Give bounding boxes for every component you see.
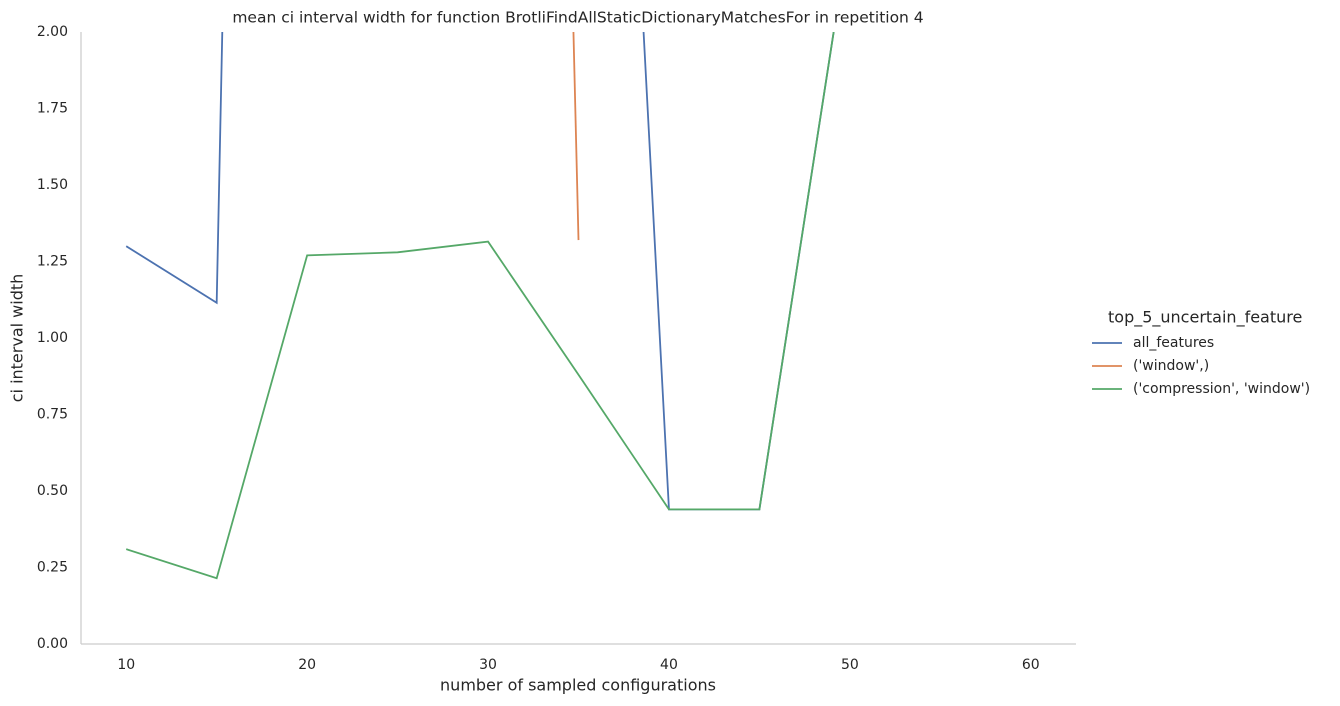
series-line [125,32,835,511]
legend-label: ('window',) [1133,358,1209,374]
y-axis-label: ci interval width [8,274,27,403]
y-tick-label: 1.50 [37,177,68,193]
y-tick-label: 1.75 [37,101,68,117]
series-line [125,32,835,580]
y-tick-label: 2.00 [37,24,68,40]
legend-label: all_features [1133,335,1214,351]
x-tick-label: 30 [479,657,497,673]
x-tick-label: 20 [298,657,316,673]
legend-label: ('compression', 'window') [1133,381,1310,397]
y-tick-label: 0.50 [37,483,68,499]
x-tick-label: 10 [117,657,135,673]
plot-area [125,32,835,580]
y-tick-label: 0.25 [37,560,68,576]
y-tick-label: 1.00 [37,330,68,346]
chart-title: mean ci interval width for function Brot… [232,9,923,27]
x-tick-label: 40 [660,657,678,673]
y-tick-label: 0.75 [37,407,68,423]
y-tick-label: 1.25 [37,254,68,270]
x-tick-label: 60 [1022,657,1040,673]
series-line [572,32,580,241]
y-tick-label: 0.00 [37,636,68,652]
legend-title: top_5_uncertain_feature [1108,308,1302,328]
x-axis-label: number of sampled configurations [440,676,716,695]
x-tick-label: 50 [841,657,859,673]
